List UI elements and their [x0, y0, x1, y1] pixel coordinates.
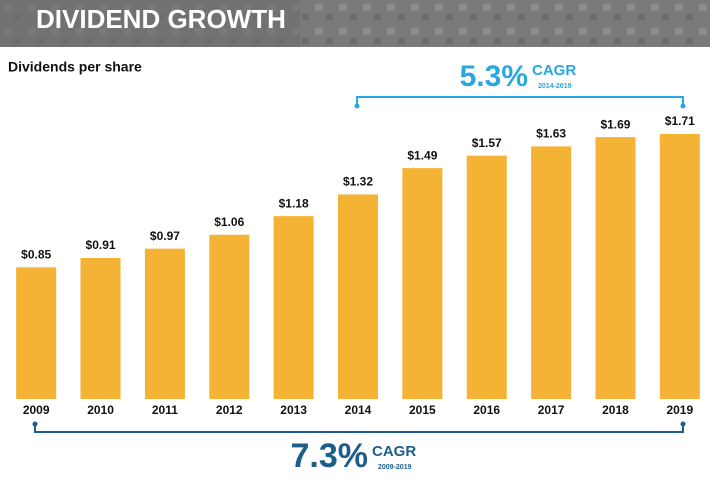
value-label: $0.85 [21, 247, 51, 261]
x-tick-label: 2014 [345, 403, 372, 417]
x-tick-label: 2010 [87, 403, 114, 417]
x-tick-label: 2009 [23, 403, 50, 417]
value-label: $0.97 [150, 229, 180, 243]
cagr-bracket-top [356, 96, 684, 106]
bracket-line [34, 424, 684, 433]
x-tick-label: 2019 [666, 403, 693, 417]
bar [209, 234, 250, 399]
bracket-dot [354, 103, 360, 109]
bar [531, 146, 572, 399]
x-tick-label: 2011 [152, 403, 178, 417]
value-label: $1.18 [279, 196, 309, 210]
cagr-label: CAGR [532, 62, 576, 79]
x-tick-label: 2017 [538, 403, 565, 417]
x-tick-label: 2015 [409, 403, 436, 417]
cagr-period: 2009-2019 [378, 464, 412, 471]
bar [273, 216, 314, 399]
bar [80, 257, 121, 399]
value-label: $1.06 [214, 215, 244, 229]
bracket-dot [680, 421, 686, 427]
value-label: $1.57 [472, 136, 502, 150]
bracket-dot [32, 421, 38, 427]
value-label: $1.49 [407, 148, 437, 162]
header-shade [0, 0, 300, 47]
bracket-line [356, 96, 684, 106]
x-tick-label: 2012 [216, 403, 243, 417]
value-label: $1.63 [536, 127, 566, 141]
cagr-rate: 7.3% [291, 437, 369, 475]
bar [402, 168, 443, 399]
chart-title: DIVIDEND GROWTH [36, 4, 286, 34]
bracket-dot [680, 103, 686, 109]
chart-subtitle: Dividends per share [8, 59, 142, 75]
cagr-bracket-bottom [34, 424, 684, 433]
value-label: $0.91 [86, 238, 116, 252]
bar [144, 248, 185, 399]
value-label: $1.32 [343, 175, 373, 189]
x-tick-label: 2018 [602, 403, 629, 417]
value-label: $1.71 [665, 114, 695, 128]
x-tick-label: 2013 [280, 403, 307, 417]
bar [16, 267, 57, 399]
value-label: $1.69 [600, 117, 630, 131]
cagr-label: CAGR [372, 443, 416, 460]
bar [338, 194, 378, 399]
cagr-period: 2014-2019 [538, 83, 572, 90]
cagr-rate: 5.3% [460, 60, 528, 93]
bar [595, 137, 636, 399]
x-tick-label: 2016 [473, 403, 500, 417]
bar [466, 155, 507, 399]
bar [659, 134, 700, 399]
